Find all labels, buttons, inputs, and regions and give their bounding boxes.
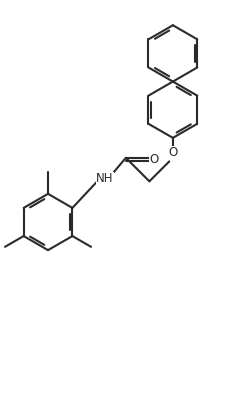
Text: O: O	[150, 153, 159, 166]
Text: NH: NH	[96, 173, 114, 185]
Text: O: O	[168, 146, 178, 159]
